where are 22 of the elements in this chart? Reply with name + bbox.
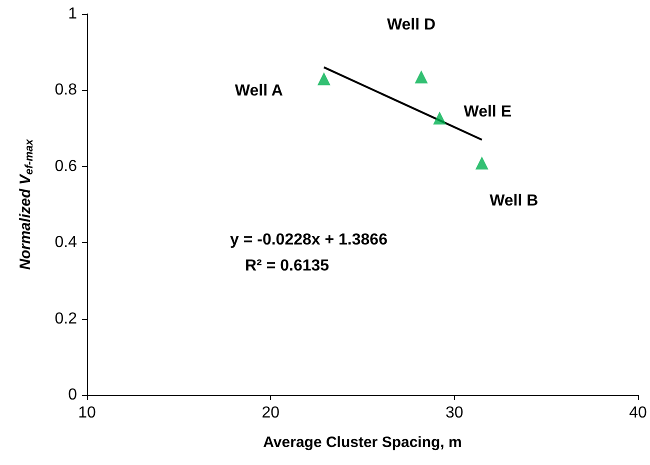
point [414,70,428,84]
y-axis-title: Normalized Vef-max [17,138,36,270]
annotation: R² = 0.6135 [245,258,330,274]
point [475,156,488,170]
x-axis-title: Average Cluster Spacing, m [263,434,462,451]
annotation: Well A [234,82,284,100]
point [317,72,330,86]
annotation: y = -0.0228x + 1.3866 [230,232,388,248]
annotation: Well D [386,16,436,34]
x-tick-label: 30 [445,404,464,422]
annotation: Well B [490,192,538,210]
x-tick-label: 10 [78,404,96,422]
point [433,112,446,125]
y-tick-label: 1 [68,6,78,22]
x-tick-label: 20 [262,404,280,422]
y-tick-label: 0.8 [54,82,78,99]
y-tick-label: 0 [68,386,78,404]
annotation: Well E [464,104,512,121]
y-tick-label: 0.4 [54,234,78,252]
y-tick-label: 0.6 [54,158,78,175]
x-tick-label: 40 [629,404,647,422]
y-tick-label: 0.2 [54,310,78,328]
